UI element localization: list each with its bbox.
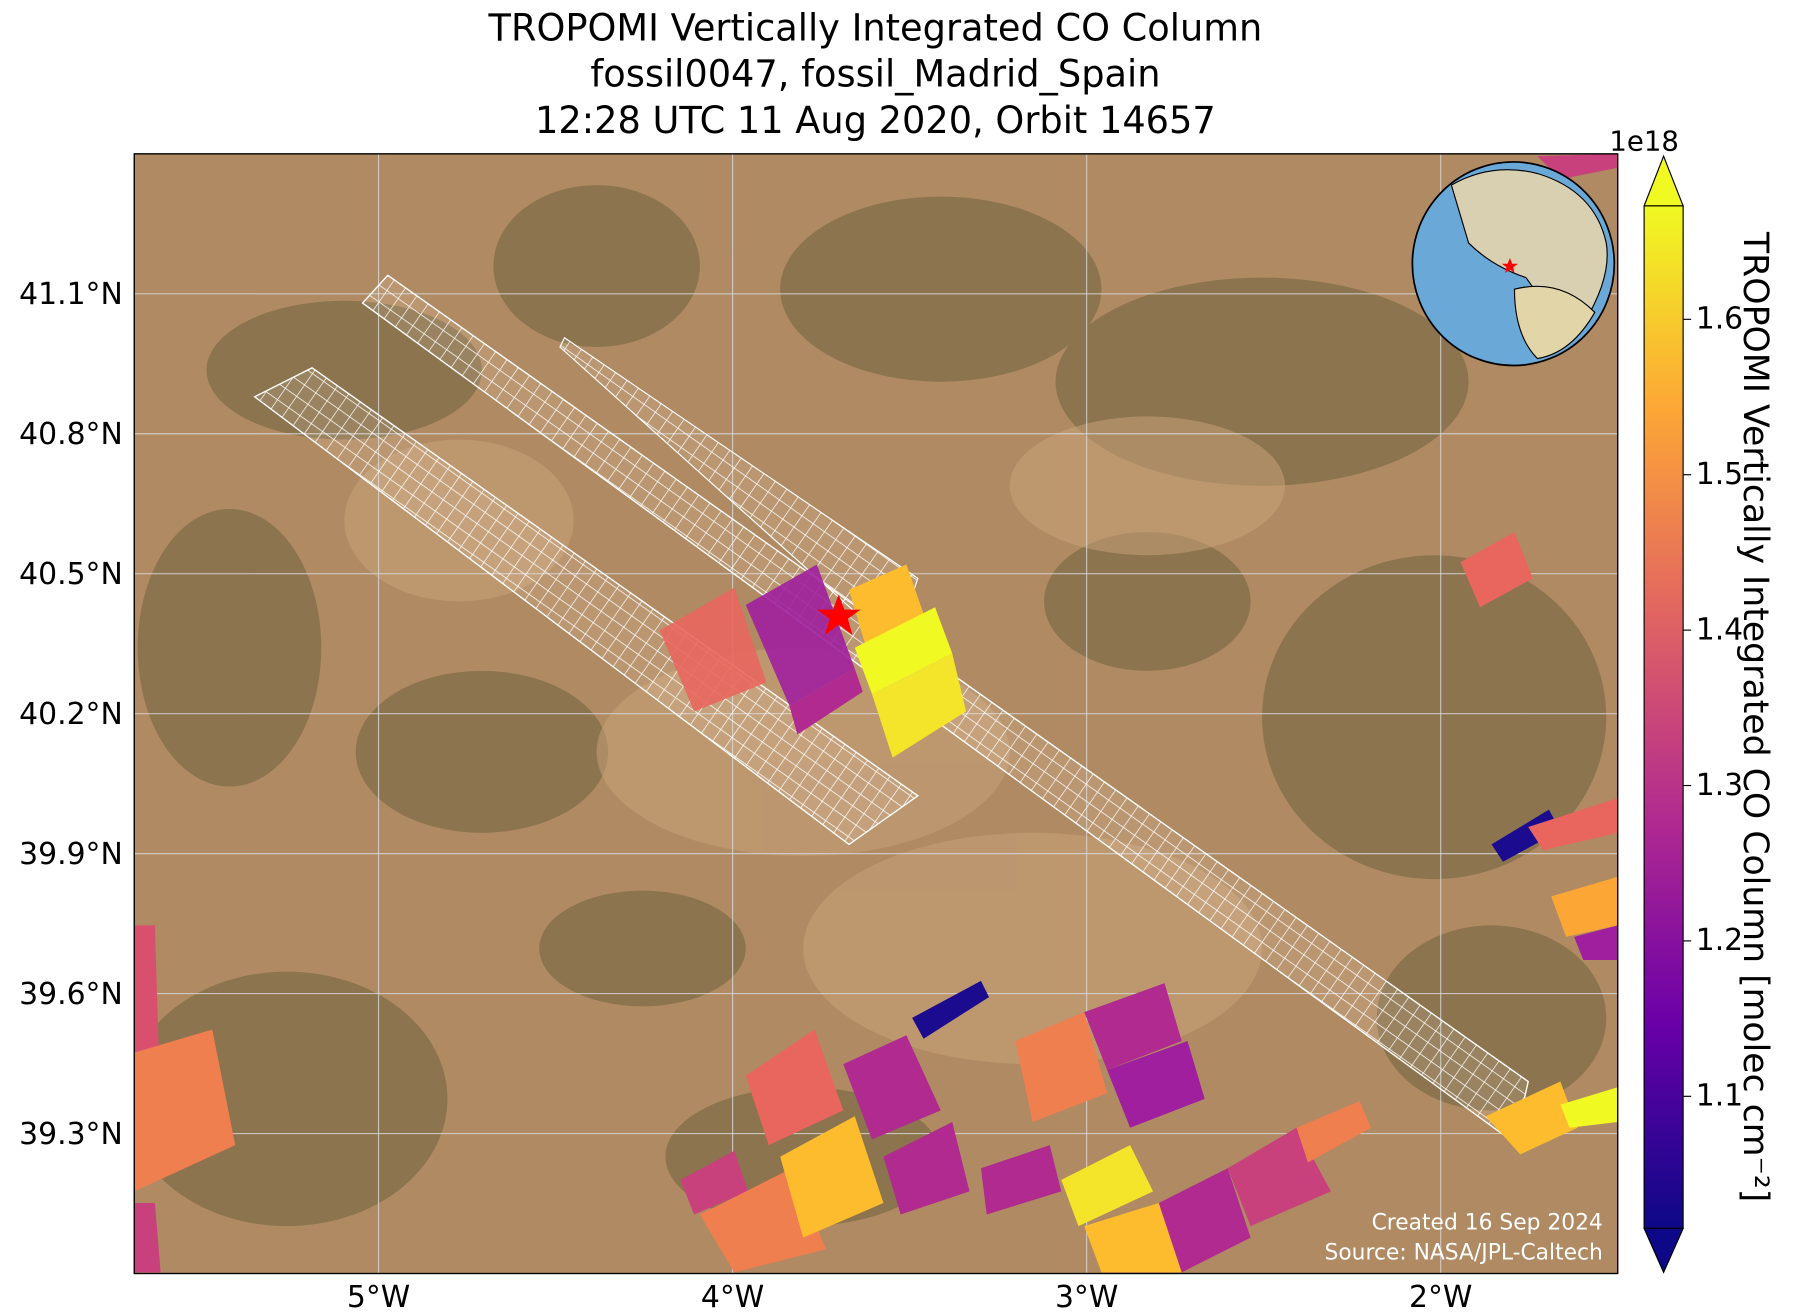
y-tick-label: 39.6°N (19, 977, 123, 1012)
credit: Source: NASA/JPL-Caltech (1325, 1241, 1603, 1266)
colorbar: 1e18 TROPOMI Vertically Integrated CO Co… (1609, 124, 1775, 1274)
x-tick-label: 2°W (1409, 1280, 1472, 1314)
x-tick-label: 5°W (347, 1280, 410, 1314)
x-tick-label: 4°W (701, 1280, 764, 1314)
terrain-texture (134, 185, 1607, 1227)
y-tick-label: 41.1°N (19, 277, 123, 312)
x-tick-label: 3°W (1055, 1280, 1118, 1314)
colorbar-offset: 1e18 (1609, 124, 1678, 157)
y-tick-label: 40.5°N (19, 557, 123, 592)
credit: Created 16 Sep 2024 (1372, 1210, 1603, 1235)
title-line: 12:28 UTC 11 Aug 2020, Orbit 14657 (535, 99, 1216, 142)
title: TROPOMI Vertically Integrated CO Column … (488, 6, 1263, 142)
colorbar-tick-label: 1.2 (1696, 923, 1743, 958)
colorbar-tick-label: 1.6 (1696, 301, 1743, 336)
inset-globe (1411, 161, 1616, 367)
colorbar-body (1643, 205, 1684, 1229)
co-pixels (134, 153, 1618, 1273)
colorbar-tick-label: 1.4 (1696, 612, 1743, 647)
y-tick-label: 40.8°N (19, 417, 123, 452)
colorbar-tick-label: 1.3 (1696, 768, 1743, 803)
colorbar-tick-label: 1.5 (1696, 457, 1743, 492)
title-line: fossil0047, fossil_Madrid_Spain (590, 53, 1160, 96)
map-frame (133, 153, 1619, 1275)
swath (253, 367, 920, 846)
site-marker (816, 594, 861, 636)
y-tick-label: 39.3°N (19, 1117, 123, 1152)
colorbar-label: TROPOMI Vertically Integrated CO Column … (1735, 231, 1775, 1202)
map-area: Created 16 Sep 2024 Source: NASA/JPL-Cal… (134, 153, 1618, 1274)
y-tick-label: 40.2°N (19, 697, 123, 732)
colorbar-tick-label: 1.1 (1696, 1078, 1743, 1113)
title-line: TROPOMI Vertically Integrated CO Column (488, 6, 1263, 49)
y-tick-label: 39.9°N (19, 837, 123, 872)
swath (559, 336, 919, 649)
